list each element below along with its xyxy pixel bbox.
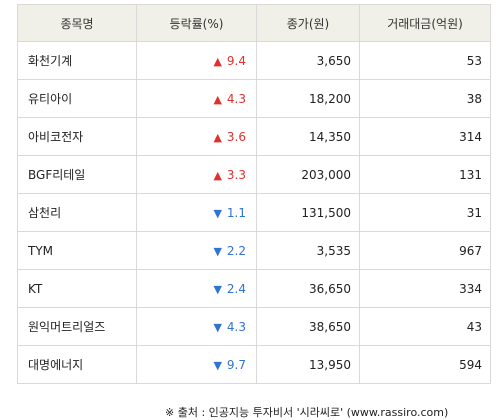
change-rate-cell: ▲ 4.3 [136,79,257,118]
change-rate-value: 2.2 [226,243,246,258]
header-change-rate: 등락률(%) [136,4,257,42]
change-rate-cell: ▲ 3.6 [136,117,257,156]
table-header-row: 종목명 등락률(%) 종가(원) 거래대금(억원) [17,4,491,42]
down-triangle-icon: ▼ [213,320,222,334]
source-note: ※ 출처 : 인공지능 투자비서 '시라씨로' (www.rassiro.com… [165,406,449,419]
close-price: 36,650 [256,269,360,308]
stock-name: 원익머트리얼즈 [17,307,137,346]
close-price: 131,500 [256,193,360,232]
trade-value: 334 [359,269,491,308]
up-triangle-icon: ▲ [213,54,222,68]
stock-name: KT [17,269,137,308]
table-row: 원익머트리얼즈 ▼ 4.3 38,650 43 [17,307,491,346]
trade-value: 53 [359,41,491,80]
table-row: 화천기계 ▲ 9.4 3,650 53 [17,41,491,80]
header-trade-value: 거래대금(억원) [359,4,491,42]
trade-value: 43 [359,307,491,346]
change-rate-cell: ▼ 2.2 [136,231,257,270]
down-triangle-icon: ▼ [213,282,222,296]
close-price: 3,535 [256,231,360,270]
stock-name: 유티아이 [17,79,137,118]
change-rate-cell: ▲ 3.3 [136,155,257,194]
header-stock-name: 종목명 [17,4,137,42]
up-triangle-icon: ▲ [213,130,222,144]
change-rate-value: 4.3 [226,319,246,334]
close-price: 13,950 [256,345,360,384]
change-rate-value: 3.6 [226,129,246,144]
trade-value: 31 [359,193,491,232]
down-triangle-icon: ▼ [213,358,222,372]
stock-name: TYM [17,231,137,270]
change-rate-value: 2.4 [226,281,246,296]
stock-name: BGF리테일 [17,155,137,194]
change-rate-cell: ▼ 4.3 [136,307,257,346]
change-rate-value: 1.1 [226,205,246,220]
change-rate-cell: ▲ 9.4 [136,41,257,80]
change-rate-cell: ▼ 1.1 [136,193,257,232]
stock-name: 아비코전자 [17,117,137,156]
up-triangle-icon: ▲ [213,168,222,182]
table-row: 삼천리 ▼ 1.1 131,500 31 [17,193,491,232]
change-rate-value: 9.7 [226,357,246,372]
trade-value: 594 [359,345,491,384]
close-price: 3,650 [256,41,360,80]
up-triangle-icon: ▲ [213,92,222,106]
stock-table: 종목명 등락률(%) 종가(원) 거래대금(억원) 화천기계 ▲ 9.4 3,650 5… [17,4,491,384]
close-price: 38,650 [256,307,360,346]
stock-name: 화천기계 [17,41,137,80]
header-close-price: 종가(원) [256,4,360,42]
change-rate-cell: ▼ 9.7 [136,345,257,384]
stock-name: 삼천리 [17,193,137,232]
stock-name: 대명에너지 [17,345,137,384]
change-rate-value: 9.4 [226,53,246,68]
table-row: 유티아이 ▲ 4.3 18,200 38 [17,79,491,118]
table-row: KT ▼ 2.4 36,650 334 [17,269,491,308]
table-row: BGF리테일 ▲ 3.3 203,000 131 [17,155,491,194]
down-triangle-icon: ▼ [213,244,222,258]
table-row: TYM ▼ 2.2 3,535 967 [17,231,491,270]
down-triangle-icon: ▼ [213,206,222,220]
table-row: 아비코전자 ▲ 3.6 14,350 314 [17,117,491,156]
trade-value: 131 [359,155,491,194]
trade-value: 314 [359,117,491,156]
change-rate-value: 3.3 [226,167,246,182]
close-price: 14,350 [256,117,360,156]
change-rate-value: 4.3 [226,91,246,106]
table-row: 대명에너지 ▼ 9.7 13,950 594 [17,345,491,384]
close-price: 18,200 [256,79,360,118]
close-price: 203,000 [256,155,360,194]
trade-value: 967 [359,231,491,270]
change-rate-cell: ▼ 2.4 [136,269,257,308]
trade-value: 38 [359,79,491,118]
